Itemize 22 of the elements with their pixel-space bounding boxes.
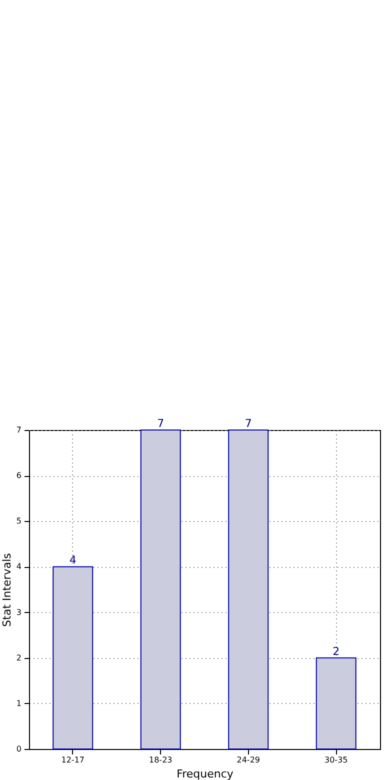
y-tick-label: 1: [16, 698, 22, 708]
data-label: 7: [157, 417, 164, 430]
data-label: 7: [244, 417, 252, 430]
bar: [52, 566, 94, 750]
data-label: 2: [332, 644, 340, 658]
y-tick-label: 0: [16, 744, 22, 754]
y-axis-title: Stat Intervals: [0, 552, 14, 627]
y-tick-label: 3: [16, 608, 22, 617]
y-tick-label: 7: [16, 426, 22, 434]
x-tick-label: 18-23: [149, 756, 172, 764]
y-tick-label: 4: [16, 562, 22, 572]
data-label: 4: [69, 554, 76, 567]
x-axis-title: Frequency: [176, 768, 234, 780]
bar: [228, 430, 269, 750]
y-tick-label: 2: [16, 653, 22, 662]
x-tick-label: 24-29: [236, 756, 260, 764]
x-tick-label: 30-35: [324, 756, 348, 764]
y-tick-label: 6: [16, 471, 22, 480]
bar: [140, 430, 181, 750]
bar: [316, 657, 356, 750]
x-tick-label: 12-17: [61, 756, 84, 764]
y-tick-label: 5: [16, 516, 22, 526]
